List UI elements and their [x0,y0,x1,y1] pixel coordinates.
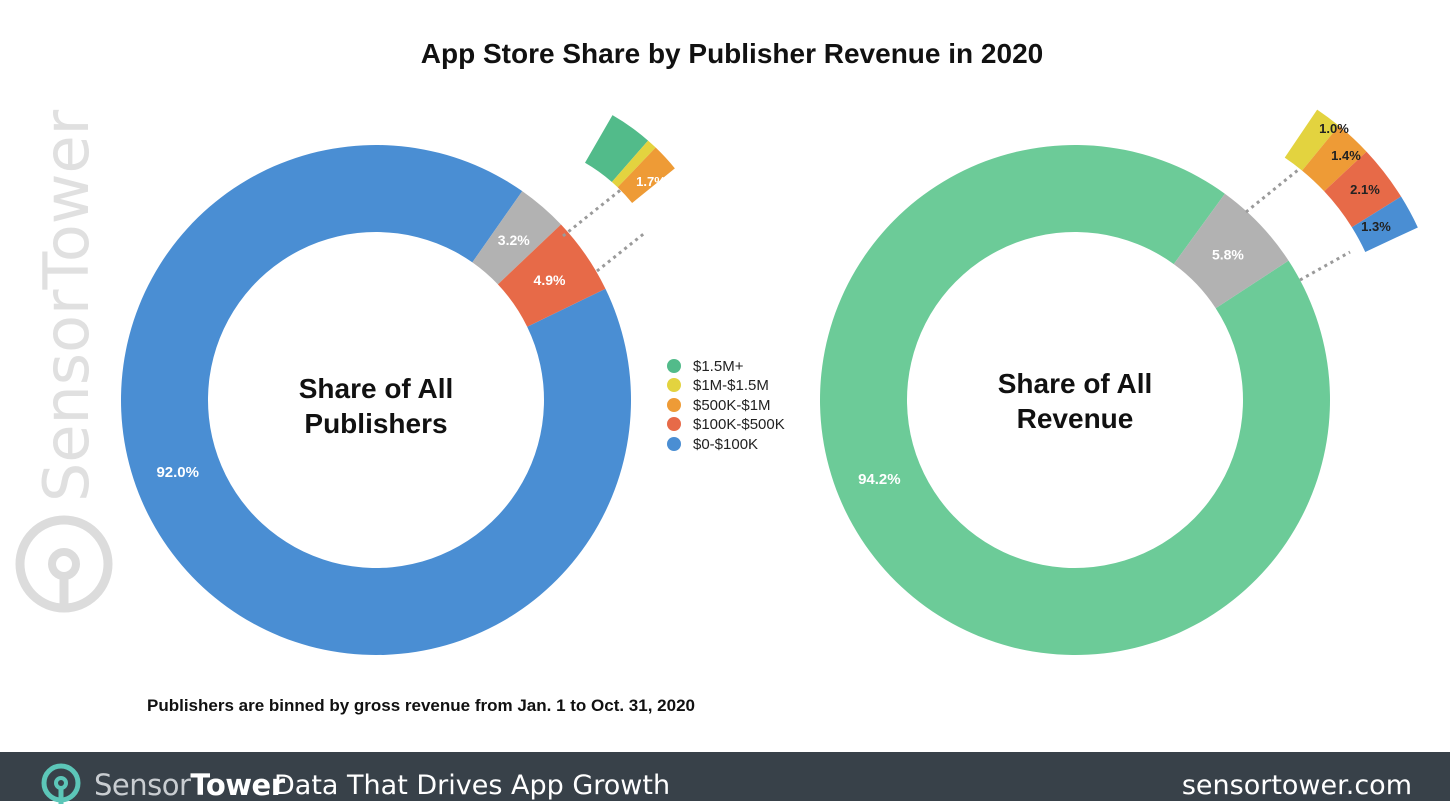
footer-url: sensortower.com [1181,770,1412,801]
breakout-slice-500k-1m [617,147,675,204]
legend-swatch-1m-1-5m [667,378,681,392]
center-label-revenue-line1: Share of All [998,368,1153,399]
legend: $1.5M+ $1M-$1.5M $500K-$1M $100K-$500K $… [667,358,785,453]
legend-label-500k-1m: $500K-$1M [693,397,771,414]
watermark-logo-dot [48,548,80,580]
label-3-2: 3.2% [498,232,530,248]
slice-other-bins-combined [1173,193,1289,309]
donut-revenue: 94.2% 5.8% Share of All Revenue [820,145,1331,656]
label-92: 92.0% [156,464,199,481]
legend-item-1m-1-5m: $1M-$1.5M [667,377,769,394]
legend-item-0-100k: $0-$100K [667,436,758,453]
slice-1m-plus-combined [472,191,561,285]
breakout-slice-100k-500k [1324,151,1402,228]
label-94-2: 94.2% [858,471,901,488]
chart-footnote: Publishers are binned by gross revenue f… [147,696,695,715]
connector-line-bottom-revenue [1299,250,1351,282]
footer-bar: SensorTower Data That Drives App Growth … [0,752,1450,804]
legend-label-1-5m-plus: $1.5M+ [693,358,744,375]
sensortower-logo-icon [41,763,81,804]
footer-brand: SensorTower [94,768,285,802]
breakout-label-1-7: 1.7% [636,174,666,189]
footer-tagline: Data That Drives App Growth [274,770,671,801]
legend-item-100k-500k: $100K-$500K [667,416,785,433]
center-label-publishers-line1: Share of All [299,373,454,404]
connector-line-bottom [596,230,647,273]
connector-line-top-revenue [1245,168,1299,214]
legend-swatch-0-100k [667,437,681,451]
breakout-label-1-1: 1.1% [661,204,691,219]
center-label-revenue-line2: Revenue [1017,403,1134,434]
breakout-slice-1-5m-plus [585,115,649,183]
breakout-revenue: 1.0% 1.4% 2.1% 1.3% [1245,109,1418,282]
breakout-label-0-4: 0.4% [649,191,679,206]
footer-brand-light: Sensor [94,768,191,802]
breakout-label-1-3: 1.3% [1361,219,1391,234]
slice-1-5m-plus [820,145,1331,656]
breakout-label-1-4: 1.4% [1331,148,1361,163]
chart-title: App Store Share by Publisher Revenue in … [421,38,1043,69]
footer-brand-bold: Tower [190,768,285,802]
legend-label-1m-1-5m: $1M-$1.5M [693,377,769,394]
watermark-text: SensorTower [30,109,103,502]
center-label-publishers-line2: Publishers [304,408,447,439]
breakout-label-1-0: 1.0% [1319,121,1349,136]
legend-swatch-1-5m-plus [667,359,681,373]
connector-line-top [562,182,629,238]
donut-publishers: 92.0% 3.2% 4.9% Share of All Publishers [121,145,631,656]
chart-canvas: SensorTower App Store Share by Publisher… [15,38,1418,715]
slice-0-100k [121,145,631,656]
breakout-slice-1m-1-5m [611,140,656,188]
breakout-label-2-1: 2.1% [1350,182,1380,197]
legend-item-500k-1m: $500K-$1M [667,397,771,414]
label-5-8: 5.8% [1212,247,1244,263]
label-4-9: 4.9% [534,272,566,288]
breakout-slice-500k-1m [1302,125,1367,192]
legend-item-1-5m-plus: $1.5M+ [667,358,744,375]
slice-100k-500k [497,224,606,327]
legend-swatch-500k-1m [667,398,681,412]
breakout-publishers: 1.7% 0.4% 1.1% [562,115,691,273]
legend-swatch-100k-500k [667,417,681,431]
breakout-slice-0-100k [1351,196,1418,252]
legend-label-100k-500k: $100K-$500K [693,416,785,433]
watermark: SensorTower [15,109,113,613]
legend-label-0-100k: $0-$100K [693,436,758,453]
breakout-slice-1m-1-5m [1284,109,1339,171]
